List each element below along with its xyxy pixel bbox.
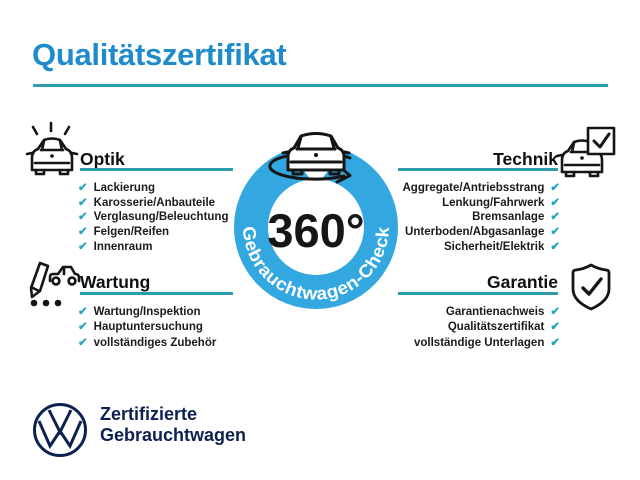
shield-check-icon xyxy=(571,263,611,311)
checklist-item-label: Lenkung/Fahrwerk xyxy=(442,196,545,209)
checklist-item: ✔ Hauptuntersuchung xyxy=(78,320,216,335)
checklist-item-label: Lackierung xyxy=(93,182,155,194)
checklist-item-label: Unterboden/Abgasanlage xyxy=(405,226,545,239)
checklist-item: ✔ Felgen/Reifen xyxy=(78,225,228,240)
car-sparkle-icon xyxy=(25,121,79,176)
checklist-item: Garantienachweis ✔ xyxy=(414,305,560,320)
badge-360: Gebrauchtwagen-Check 360° xyxy=(234,132,398,309)
checklist-item: Sicherheit/Elektrik ✔ xyxy=(403,240,560,255)
check-icon: ✔ xyxy=(78,182,88,194)
car-rotation-icon xyxy=(268,132,352,184)
checklist-item-label: Garantienachweis xyxy=(445,306,545,318)
brand-claim-line2: Gebrauchtwagen xyxy=(100,425,247,445)
check-icon: ✔ xyxy=(78,240,88,253)
checklist-item-label: vollständiges Zubehör xyxy=(93,336,217,349)
brand-claim-line1: Zertifizierte xyxy=(100,404,198,424)
checklist-item: ✔ Wartung/Inspektion xyxy=(78,305,216,320)
checklist-item: ✔ Verglasung/Beleuchtung xyxy=(78,210,228,225)
section-rule-wartung xyxy=(80,292,233,295)
check-icon: ✔ xyxy=(550,211,560,224)
check-icon: ✔ xyxy=(550,321,560,334)
checklist-item-label: Innenraum xyxy=(93,240,153,253)
checklist-item: Aggregate/Antriebsstrang ✔ xyxy=(403,181,561,196)
check-icon: ✔ xyxy=(550,306,560,318)
section-rule-garantie xyxy=(398,292,558,295)
checklist-item-label: vollständige Unterlagen xyxy=(414,336,545,349)
checklist-item: ✔ Lackierung xyxy=(78,181,228,196)
checklist-item-label: Aggregate/Antriebsstrang xyxy=(402,182,545,194)
optik-checklist: ✔ Lackierung ✔ Karosserie/Anbauteile ✔ V… xyxy=(78,181,228,255)
checklist-item-label: Felgen/Reifen xyxy=(93,226,170,239)
checklist-item: ✔ Innenraum xyxy=(78,240,228,255)
section-heading-optik: Optik xyxy=(80,149,125,169)
section-rule-optik xyxy=(80,168,233,171)
checklist-item-label: Karosserie/Anbauteile xyxy=(93,196,216,209)
check-icon: ✔ xyxy=(550,196,560,209)
wartung-checklist: ✔ Wartung/Inspektion ✔ Hauptuntersuchung… xyxy=(78,305,216,351)
checklist-item-label: Bremsanlage xyxy=(472,211,545,224)
checklist-item-label: Wartung/Inspektion xyxy=(93,306,201,318)
section-heading-garantie: Garantie xyxy=(487,272,558,292)
checklist-item: ✔ Karosserie/Anbauteile xyxy=(78,196,228,211)
checklist-item-label: Hauptuntersuchung xyxy=(93,321,203,334)
section-heading-technik: Technik xyxy=(493,149,558,169)
section-heading-wartung: Wartung xyxy=(80,272,151,292)
badge-degrees: 360° xyxy=(267,204,364,257)
page-title: Qualitätszertifikat xyxy=(32,37,287,72)
checklist-item-label: Sicherheit/Elektrik xyxy=(444,240,545,253)
checklist-item: Bremsanlage ✔ xyxy=(403,210,560,225)
vw-logo xyxy=(33,403,87,457)
check-icon: ✔ xyxy=(78,321,88,334)
technik-checklist: Aggregate/Antriebsstrang ✔ Lenkung/Fahrw… xyxy=(403,181,561,255)
check-icon: ✔ xyxy=(78,336,88,349)
check-icon: ✔ xyxy=(78,211,88,224)
checklist-item: vollständige Unterlagen ✔ xyxy=(414,336,560,351)
check-icon: ✔ xyxy=(550,182,560,194)
check-icon: ✔ xyxy=(78,196,88,209)
title-rule xyxy=(33,84,608,87)
section-rule-technik xyxy=(398,168,558,171)
checklist-item: Lenkung/Fahrwerk ✔ xyxy=(403,196,560,211)
service-pen-car-icon xyxy=(29,261,81,307)
checklist-item-label: Qualitätszertifikat xyxy=(447,321,545,334)
check-icon: ✔ xyxy=(550,240,560,253)
checklist-item: Unterboden/Abgasanlage ✔ xyxy=(403,225,560,240)
checklist-item-label: Verglasung/Beleuchtung xyxy=(93,211,229,224)
brand-claim: Zertifizierte Gebrauchtwagen xyxy=(100,404,246,446)
check-icon: ✔ xyxy=(78,306,88,318)
garantie-checklist: Garantienachweis ✔ Qualitätszertifikat ✔… xyxy=(414,305,560,351)
check-icon: ✔ xyxy=(78,226,88,239)
car-checkbox-icon xyxy=(555,126,616,178)
checklist-item: ✔ vollständiges Zubehör xyxy=(78,336,216,351)
checklist-item: Qualitätszertifikat ✔ xyxy=(414,320,560,335)
check-icon: ✔ xyxy=(550,226,560,239)
check-icon: ✔ xyxy=(550,336,560,349)
